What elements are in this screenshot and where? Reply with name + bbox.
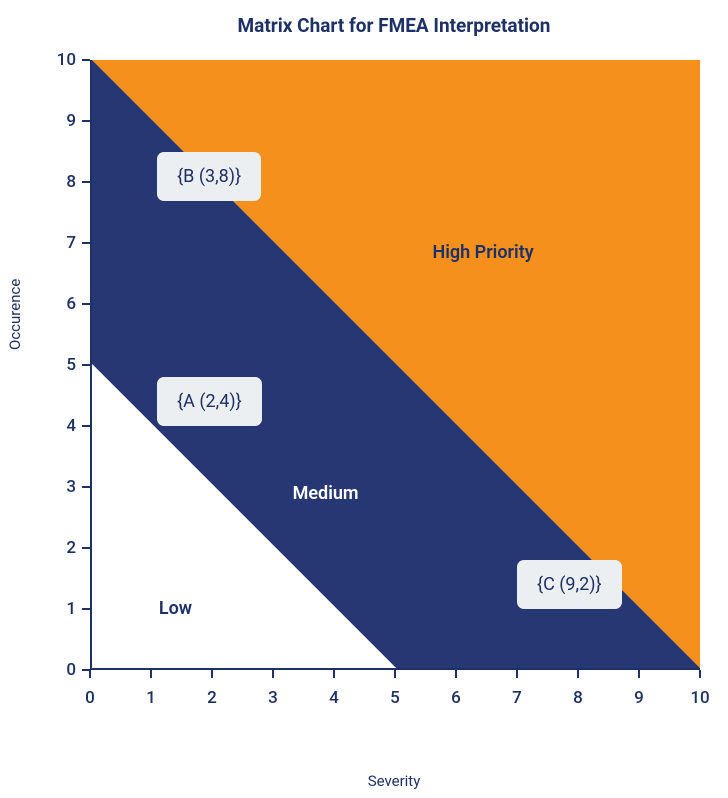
y-tick-mark (82, 120, 90, 122)
y-tick-mark (82, 425, 90, 427)
data-point-B: {B (3,8)} (157, 152, 261, 201)
chart-title: Matrix Chart for FMEA Interpretation (0, 0, 728, 37)
x-tick-mark (150, 670, 152, 678)
y-tick-mark (82, 303, 90, 305)
y-tick-mark (82, 242, 90, 244)
plot-area: High PriorityMediumLow 01234567891001234… (90, 60, 700, 670)
x-tick-mark (577, 670, 579, 678)
x-tick-mark (638, 670, 640, 678)
y-tick-mark (82, 364, 90, 366)
x-tick-mark (699, 670, 701, 678)
region-label-high: High Priority (432, 242, 533, 263)
y-tick-mark (82, 608, 90, 610)
x-tick-mark (89, 670, 91, 678)
x-tick-mark (211, 670, 213, 678)
region-label-low: Low (159, 598, 192, 619)
y-tick-mark (82, 547, 90, 549)
chart-container: Occurence Severity High Priority Medium Lo… (0, 50, 728, 798)
y-tick-mark (82, 59, 90, 61)
x-axis-label: Severity (0, 772, 728, 790)
data-point-A: {A (2,4)} (157, 377, 262, 426)
data-point-C: {C (9,2)} (517, 560, 622, 609)
x-tick-mark (333, 670, 335, 678)
region-label-medium: Medium (293, 483, 359, 504)
x-tick-mark (394, 670, 396, 678)
y-axis-label: Occurence (6, 279, 24, 350)
y-tick-mark (82, 181, 90, 183)
x-tick-mark (272, 670, 274, 678)
x-tick-mark (455, 670, 457, 678)
y-tick-mark (82, 486, 90, 488)
x-tick-mark (516, 670, 518, 678)
